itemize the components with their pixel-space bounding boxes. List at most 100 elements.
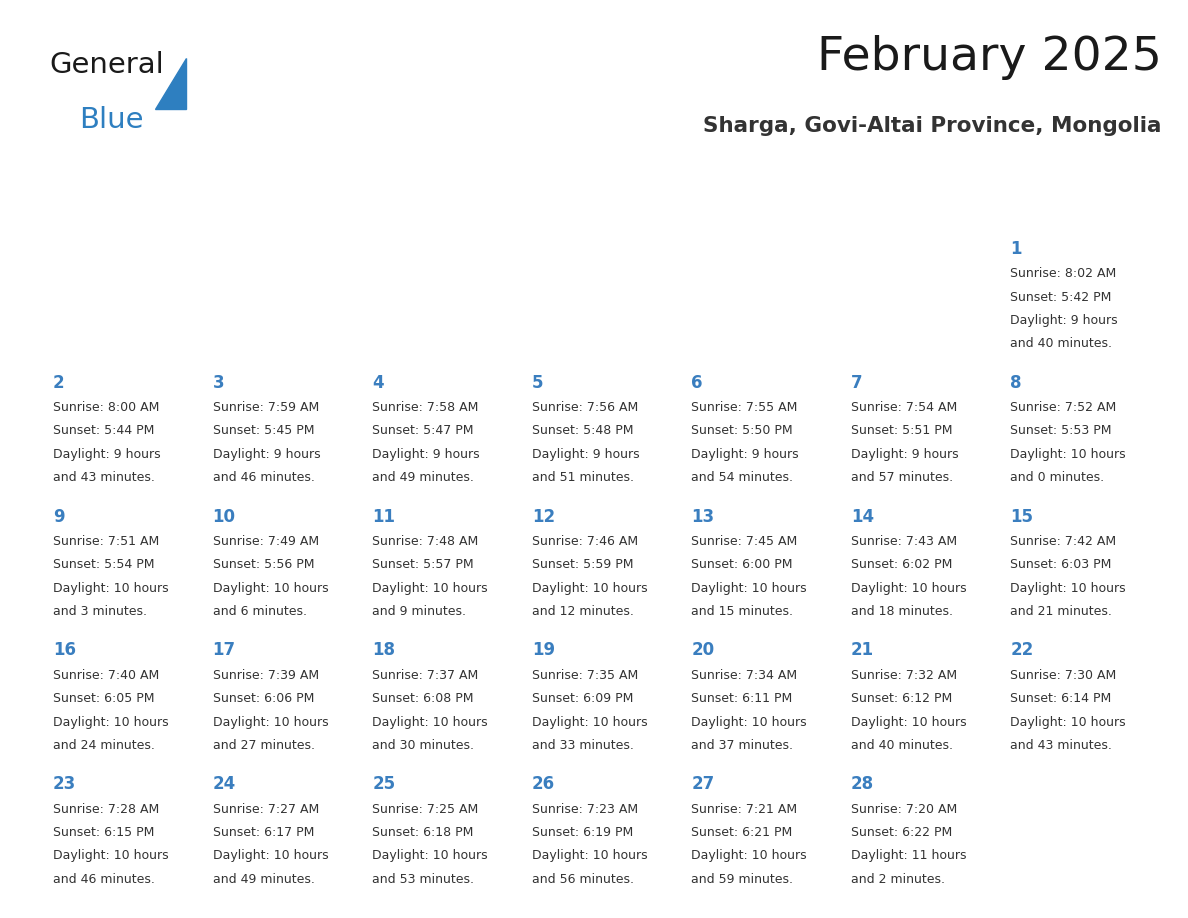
Text: Sunset: 6:03 PM: Sunset: 6:03 PM (1010, 558, 1112, 571)
Text: 8: 8 (1010, 374, 1022, 392)
Text: Sunrise: 8:02 AM: Sunrise: 8:02 AM (1010, 267, 1117, 280)
Text: and 9 minutes.: and 9 minutes. (372, 605, 466, 618)
Text: Daylight: 10 hours: Daylight: 10 hours (691, 715, 807, 729)
Text: Daylight: 10 hours: Daylight: 10 hours (53, 715, 169, 729)
Text: 25: 25 (372, 775, 396, 793)
Text: Daylight: 10 hours: Daylight: 10 hours (1010, 715, 1126, 729)
Text: 19: 19 (532, 642, 555, 659)
Text: 16: 16 (53, 642, 76, 659)
Text: Daylight: 9 hours: Daylight: 9 hours (532, 448, 639, 461)
Text: and 46 minutes.: and 46 minutes. (53, 873, 154, 886)
Text: 4: 4 (372, 374, 384, 392)
Text: Sunrise: 8:00 AM: Sunrise: 8:00 AM (53, 401, 159, 414)
Text: and 15 minutes.: and 15 minutes. (691, 605, 794, 618)
Text: Daylight: 9 hours: Daylight: 9 hours (691, 448, 798, 461)
Text: and 51 minutes.: and 51 minutes. (532, 471, 633, 485)
Text: Sunset: 6:22 PM: Sunset: 6:22 PM (851, 826, 952, 839)
Text: and 46 minutes.: and 46 minutes. (213, 471, 315, 485)
Text: Tuesday: Tuesday (436, 196, 512, 214)
Text: Sunrise: 7:34 AM: Sunrise: 7:34 AM (691, 668, 797, 682)
Text: Wednesday: Wednesday (595, 196, 703, 214)
Text: Sunset: 6:00 PM: Sunset: 6:00 PM (691, 558, 792, 571)
Text: and 54 minutes.: and 54 minutes. (691, 471, 794, 485)
Text: Sunset: 5:48 PM: Sunset: 5:48 PM (532, 424, 633, 438)
Text: Sunrise: 7:56 AM: Sunrise: 7:56 AM (532, 401, 638, 414)
Text: Sunrise: 7:35 AM: Sunrise: 7:35 AM (532, 668, 638, 682)
Text: and 40 minutes.: and 40 minutes. (1010, 338, 1112, 351)
Text: Sunset: 5:53 PM: Sunset: 5:53 PM (1010, 424, 1112, 438)
Text: Blue: Blue (80, 106, 144, 134)
Text: Sunrise: 7:32 AM: Sunrise: 7:32 AM (851, 668, 956, 682)
Text: Sunrise: 7:23 AM: Sunrise: 7:23 AM (532, 802, 638, 815)
Text: Sunset: 5:45 PM: Sunset: 5:45 PM (213, 424, 314, 438)
Text: Sunset: 6:21 PM: Sunset: 6:21 PM (691, 826, 792, 839)
Text: Sunrise: 7:54 AM: Sunrise: 7:54 AM (851, 401, 958, 414)
Text: Sunset: 5:56 PM: Sunset: 5:56 PM (213, 558, 314, 571)
Text: General: General (49, 51, 164, 79)
Text: Sunrise: 7:42 AM: Sunrise: 7:42 AM (1010, 535, 1117, 548)
Text: and 49 minutes.: and 49 minutes. (213, 873, 315, 886)
Text: Sunset: 5:54 PM: Sunset: 5:54 PM (53, 558, 154, 571)
Text: Daylight: 10 hours: Daylight: 10 hours (851, 715, 966, 729)
Text: and 40 minutes.: and 40 minutes. (851, 739, 953, 752)
Text: Daylight: 9 hours: Daylight: 9 hours (851, 448, 959, 461)
Text: Sunset: 6:06 PM: Sunset: 6:06 PM (213, 692, 314, 705)
Text: 3: 3 (213, 374, 225, 392)
Text: Sunset: 5:47 PM: Sunset: 5:47 PM (372, 424, 474, 438)
Text: and 59 minutes.: and 59 minutes. (691, 873, 794, 886)
Text: Monday: Monday (277, 196, 349, 214)
Text: Sunset: 6:08 PM: Sunset: 6:08 PM (372, 692, 474, 705)
Text: 12: 12 (532, 508, 555, 525)
Text: Sunrise: 7:55 AM: Sunrise: 7:55 AM (691, 401, 797, 414)
Text: Sunset: 5:51 PM: Sunset: 5:51 PM (851, 424, 953, 438)
Text: and 2 minutes.: and 2 minutes. (851, 873, 944, 886)
Text: and 21 minutes.: and 21 minutes. (1010, 605, 1112, 618)
Text: 22: 22 (1010, 642, 1034, 659)
Text: and 18 minutes.: and 18 minutes. (851, 605, 953, 618)
Text: Sunrise: 7:39 AM: Sunrise: 7:39 AM (213, 668, 318, 682)
Text: Sunset: 6:15 PM: Sunset: 6:15 PM (53, 826, 154, 839)
Text: Sunset: 5:57 PM: Sunset: 5:57 PM (372, 558, 474, 571)
Text: Daylight: 10 hours: Daylight: 10 hours (532, 582, 647, 595)
Text: and 27 minutes.: and 27 minutes. (213, 739, 315, 752)
Text: Daylight: 10 hours: Daylight: 10 hours (213, 715, 328, 729)
Text: Sunday: Sunday (116, 196, 185, 214)
Text: Sunrise: 7:40 AM: Sunrise: 7:40 AM (53, 668, 159, 682)
Text: 18: 18 (372, 642, 396, 659)
Text: and 37 minutes.: and 37 minutes. (691, 739, 794, 752)
Text: Sunrise: 7:51 AM: Sunrise: 7:51 AM (53, 535, 159, 548)
Text: Daylight: 10 hours: Daylight: 10 hours (691, 582, 807, 595)
Text: Daylight: 10 hours: Daylight: 10 hours (691, 849, 807, 862)
Text: Sunset: 6:11 PM: Sunset: 6:11 PM (691, 692, 792, 705)
Text: and 43 minutes.: and 43 minutes. (53, 471, 154, 485)
Text: February 2025: February 2025 (817, 35, 1162, 80)
Text: Thursday: Thursday (756, 196, 841, 214)
Text: and 30 minutes.: and 30 minutes. (372, 739, 474, 752)
Text: 2: 2 (53, 374, 64, 392)
Text: 23: 23 (53, 775, 76, 793)
Text: Daylight: 10 hours: Daylight: 10 hours (532, 849, 647, 862)
Text: and 49 minutes.: and 49 minutes. (372, 471, 474, 485)
Text: Sunset: 6:12 PM: Sunset: 6:12 PM (851, 692, 952, 705)
Text: 13: 13 (691, 508, 714, 525)
Text: 21: 21 (851, 642, 874, 659)
Text: Sunset: 6:02 PM: Sunset: 6:02 PM (851, 558, 952, 571)
Text: Daylight: 9 hours: Daylight: 9 hours (1010, 314, 1118, 327)
Text: Daylight: 10 hours: Daylight: 10 hours (372, 715, 488, 729)
Text: 10: 10 (213, 508, 235, 525)
Text: Sunrise: 7:43 AM: Sunrise: 7:43 AM (851, 535, 956, 548)
Text: Sunset: 6:05 PM: Sunset: 6:05 PM (53, 692, 154, 705)
Text: Daylight: 9 hours: Daylight: 9 hours (213, 448, 321, 461)
Text: Daylight: 10 hours: Daylight: 10 hours (1010, 448, 1126, 461)
Text: Daylight: 10 hours: Daylight: 10 hours (213, 849, 328, 862)
Text: Friday: Friday (915, 196, 972, 214)
Text: Sunset: 6:19 PM: Sunset: 6:19 PM (532, 826, 633, 839)
Text: 1: 1 (1010, 240, 1022, 258)
Text: Sunrise: 7:27 AM: Sunrise: 7:27 AM (213, 802, 318, 815)
Text: Daylight: 10 hours: Daylight: 10 hours (53, 849, 169, 862)
Text: 9: 9 (53, 508, 64, 525)
Text: 20: 20 (691, 642, 714, 659)
Text: Sunrise: 7:20 AM: Sunrise: 7:20 AM (851, 802, 958, 815)
Text: Sharga, Govi-Altai Province, Mongolia: Sharga, Govi-Altai Province, Mongolia (703, 117, 1162, 136)
Text: Saturday: Saturday (1074, 196, 1158, 214)
